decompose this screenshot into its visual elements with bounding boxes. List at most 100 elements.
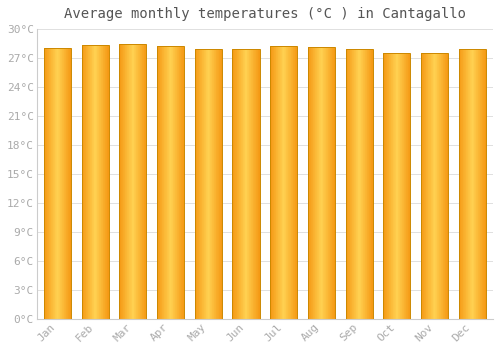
Bar xyxy=(104,44,106,319)
Bar xyxy=(250,49,251,319)
Bar xyxy=(172,47,174,319)
Bar xyxy=(274,47,275,319)
Bar xyxy=(314,47,316,319)
Bar xyxy=(88,44,89,319)
Bar xyxy=(392,53,393,319)
Bar xyxy=(444,53,445,319)
Bar xyxy=(362,49,363,319)
Bar xyxy=(397,53,398,319)
Bar xyxy=(432,53,433,319)
Bar xyxy=(246,49,248,319)
Bar xyxy=(170,47,172,319)
Bar xyxy=(166,47,167,319)
Bar xyxy=(406,53,407,319)
Bar xyxy=(466,49,467,319)
Bar xyxy=(194,49,222,319)
Bar xyxy=(219,49,220,319)
Bar xyxy=(399,53,400,319)
Bar xyxy=(366,49,368,319)
Bar xyxy=(308,47,309,319)
Bar xyxy=(285,47,286,319)
Bar xyxy=(357,49,358,319)
Bar xyxy=(408,53,409,319)
Bar xyxy=(476,49,477,319)
Bar xyxy=(356,49,357,319)
Bar xyxy=(467,49,468,319)
Bar xyxy=(390,53,391,319)
Bar xyxy=(351,49,352,319)
Bar xyxy=(284,47,285,319)
Bar xyxy=(324,47,325,319)
Bar xyxy=(234,49,235,319)
Bar xyxy=(355,49,356,319)
Bar xyxy=(484,49,485,319)
Bar xyxy=(257,49,258,319)
Bar xyxy=(472,49,473,319)
Bar xyxy=(358,49,359,319)
Bar xyxy=(429,53,430,319)
Bar xyxy=(204,49,205,319)
Bar xyxy=(161,47,162,319)
Bar xyxy=(290,47,291,319)
Bar xyxy=(197,49,198,319)
Bar xyxy=(322,47,323,319)
Bar xyxy=(433,53,434,319)
Bar xyxy=(271,47,272,319)
Bar xyxy=(94,44,95,319)
Bar xyxy=(56,48,57,319)
Bar xyxy=(202,49,203,319)
Bar xyxy=(174,47,176,319)
Bar xyxy=(403,53,404,319)
Bar xyxy=(346,49,347,319)
Bar xyxy=(144,43,145,319)
Bar xyxy=(405,53,406,319)
Bar xyxy=(325,47,326,319)
Bar xyxy=(45,48,46,319)
Bar xyxy=(363,49,364,319)
Bar xyxy=(86,44,87,319)
Bar xyxy=(145,43,146,319)
Bar xyxy=(108,44,109,319)
Bar xyxy=(364,49,366,319)
Bar xyxy=(64,48,65,319)
Bar xyxy=(270,47,271,319)
Bar xyxy=(331,47,332,319)
Bar xyxy=(159,47,160,319)
Bar xyxy=(398,53,399,319)
Bar xyxy=(138,43,139,319)
Bar xyxy=(421,53,448,319)
Bar xyxy=(278,47,279,319)
Bar xyxy=(139,43,140,319)
Bar xyxy=(275,47,276,319)
Bar xyxy=(50,48,51,319)
Bar xyxy=(474,49,475,319)
Bar xyxy=(423,53,424,319)
Bar xyxy=(198,49,199,319)
Bar xyxy=(131,43,132,319)
Bar xyxy=(216,49,217,319)
Bar xyxy=(135,43,136,319)
Bar xyxy=(464,49,465,319)
Bar xyxy=(320,47,321,319)
Bar xyxy=(59,48,60,319)
Bar xyxy=(63,48,64,319)
Bar xyxy=(259,49,260,319)
Bar xyxy=(470,49,471,319)
Title: Average monthly temperatures (°C ) in Cantagallo: Average monthly temperatures (°C ) in Ca… xyxy=(64,7,466,21)
Bar xyxy=(84,44,85,319)
Bar xyxy=(120,43,146,319)
Bar xyxy=(210,49,211,319)
Bar xyxy=(48,48,50,319)
Bar xyxy=(327,47,328,319)
Bar xyxy=(289,47,290,319)
Bar xyxy=(431,53,432,319)
Bar xyxy=(475,49,476,319)
Bar xyxy=(239,49,240,319)
Bar xyxy=(384,53,386,319)
Bar xyxy=(65,48,66,319)
Bar xyxy=(89,44,90,319)
Bar xyxy=(424,53,425,319)
Bar xyxy=(460,49,461,319)
Bar xyxy=(137,43,138,319)
Bar xyxy=(294,47,296,319)
